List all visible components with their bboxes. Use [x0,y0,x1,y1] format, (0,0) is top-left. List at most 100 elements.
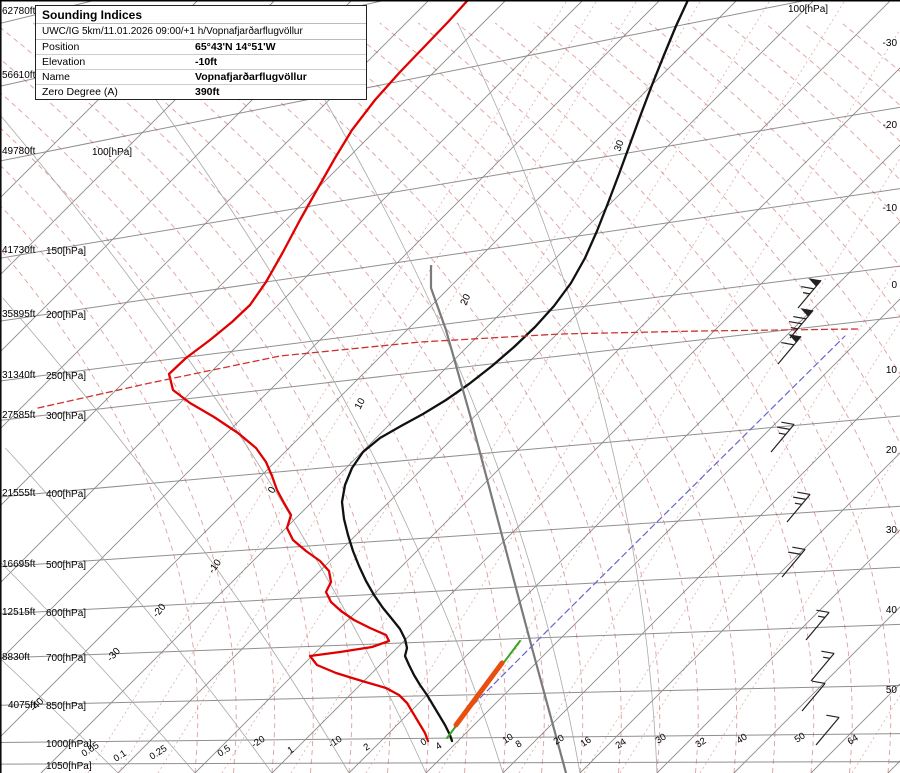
pressure-hpa-label: 300[hPa] [46,411,86,422]
dewpoint-curve [167,0,470,743]
position-value: 65°43'N 14°51'W [195,41,276,53]
zero-degree-label: Zero Degree (A) [42,86,118,98]
right-temp-label: 50 [886,685,898,696]
bottom-axis-label: 0.1 [112,748,129,764]
pressure-hpa-label: 200[hPa] [46,310,86,321]
pressure-hpa-label: 600[hPa] [46,608,86,619]
bottom-axis-label: 16 [579,735,594,750]
bottom-axis-label: -10 [327,734,345,751]
bottom-axis-label: 2 [362,741,372,753]
wind-barb [810,650,835,682]
adiabat-label: 0 [266,485,279,496]
zero-degree-value: 390ft [195,86,220,98]
altitude-ft-label: 4075ft [8,700,36,711]
pressure-hpa-label: 1050[hPa] [46,761,92,772]
altitude-ft-label: 16695ft [2,559,36,570]
elevation-label: Elevation [42,56,86,68]
top-right-pressure-label: 100[hPa] [788,4,828,15]
right-temp-label: 20 [886,445,898,456]
right-temp-label: -10 [883,203,898,214]
position-label: Position [42,41,80,53]
pressure-hpa-label: 500[hPa] [46,560,86,571]
bottom-axis-label: 24 [614,737,629,752]
name-value: Vopnafjarðarflugvöllur [195,71,307,83]
sounding-indices-panel: Sounding Indices UWC/IG 5km/11.01.2026 0… [35,5,367,100]
altitude-ft-label: 8830ft [2,652,30,663]
wind-barbs [770,278,840,746]
adiabat-label: 20 [459,292,474,307]
name-label: Name [42,71,71,83]
bottom-axis-label: 30 [654,732,669,747]
altitude-ft-label: 31340ft [2,370,36,381]
wind-barb [781,546,806,578]
bottom-axis-label: 20 [552,733,567,748]
parcel-path-curve [429,264,568,773]
info-row-elevation: Elevation -10ft [36,55,366,70]
bottom-axis-label: 64 [846,733,861,748]
temperature-curve [340,0,690,743]
bottom-axis-label: 0 [419,736,429,748]
wind-barb [815,714,840,746]
right-temp-label: -30 [883,38,898,49]
bottom-axis-label: 32 [694,736,709,751]
altitude-ft-label: 35895ft [2,309,36,320]
axis-labels: 62780ft 56610ft 49780ft 100[hPa] 41730ft 150[… [2,4,897,772]
altitude-ft-label: 12515ft [2,607,36,618]
adiabat-label: -10 [207,557,225,576]
info-row-zero-degree: Zero Degree (A) 390ft [36,85,366,99]
wind-barb [788,308,814,339]
profile-curves [37,0,859,773]
pressure-hpa-label: 100[hPa] [92,147,132,158]
altitude-ft-label: 41730ft [2,245,36,256]
elevation-value: -10ft [195,56,218,68]
altitude-ft-label: 21555ft [2,488,36,499]
wind-barb [786,491,811,523]
pressure-hpa-label: 250[hPa] [46,371,86,382]
bottom-axis-label: 1 [286,744,296,756]
pressure-hpa-label: 700[hPa] [46,653,86,664]
pressure-hpa-label: 1000[hPa] [46,739,92,750]
bottom-axis-label: 50 [793,731,808,746]
adiabat-label: 10 [353,396,368,411]
info-row-name: Name Vopnafjarðarflugvöllur [36,70,366,85]
bottom-axis-label: 4 [434,740,444,752]
info-row-position: Position 65°43'N 14°51'W [36,40,366,55]
right-temp-label: -20 [883,120,898,131]
pressure-hpa-label: 400[hPa] [46,489,86,500]
wind-barb [801,680,826,712]
moist-adiabat-grid [0,22,900,773]
wind-barb [770,421,795,453]
adiabat-label: -40 [28,696,46,714]
adiabat-label: -20 [151,601,169,619]
wind-barb [805,609,830,641]
panel-title: Sounding Indices [36,6,366,24]
dry-adiabat-grid [0,22,658,773]
model-run-subtitle: UWC/IG 5km/11.01.2026 09:00/+1 h/Vopnafj… [36,24,366,40]
cape-segment-orange-curve [453,660,505,728]
right-temp-label: 40 [886,605,898,616]
bottom-axis-label: 10 [501,732,516,747]
pressure-hpa-label: 150[hPa] [46,246,86,257]
pressure-hpa-label: 850[hPa] [46,701,86,712]
mixing-guide-blue-curve [465,335,846,713]
mixing-ratio-grid [87,0,900,773]
right-temp-label: 10 [886,365,898,376]
altitude-ft-label: 49780ft [2,146,36,157]
bottom-axis-label: 40 [735,732,750,747]
altitude-ft-label: 27585ft [2,410,36,421]
bottom-axis-label: 8 [514,738,524,750]
altitude-ft-label: 62780ft [2,6,36,17]
bottom-axis-label: -20 [250,734,268,751]
wind-barb [777,334,802,365]
adiabat-label: -30 [105,646,123,664]
adiabat-label: 30 [612,138,626,153]
right-temp-label: 30 [886,525,898,536]
wind-barb [797,278,822,309]
bottom-axis-label: 0.5 [216,743,233,759]
tropopause-line-curve [37,328,859,409]
altitude-ft-label: 56610ft [2,70,36,81]
